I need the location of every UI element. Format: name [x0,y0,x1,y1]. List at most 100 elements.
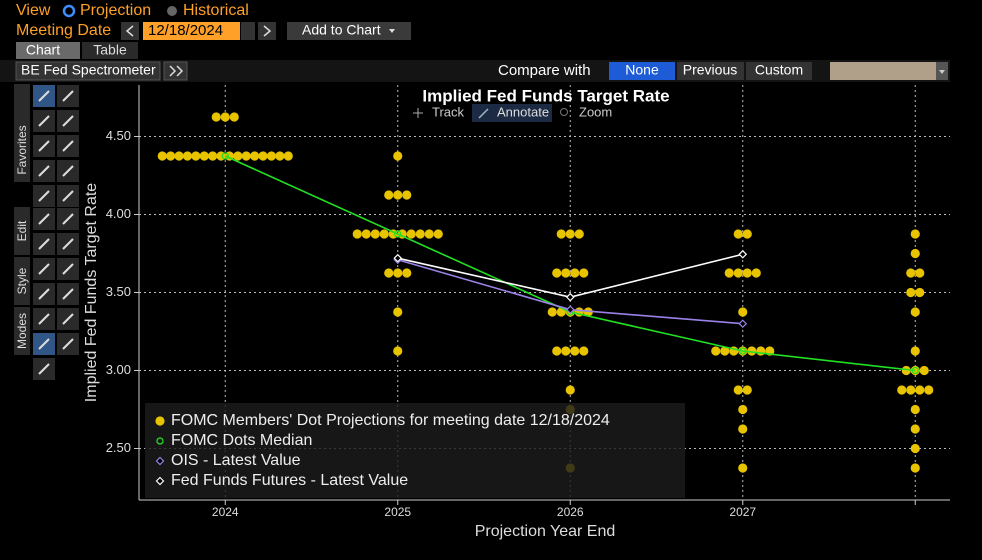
dot [393,307,403,317]
compare-option[interactable]: Custom [755,62,803,78]
dot [924,385,934,395]
projection-option[interactable]: Projection [80,2,151,19]
dot [738,424,748,434]
custom-field[interactable] [830,62,936,80]
meeting-date[interactable]: 12/18/2024 [148,22,223,39]
dot [742,385,752,395]
tool-icon [62,190,74,202]
legend-marker [156,437,164,445]
y-tick-label: 3.00 [106,362,131,377]
legend-entry: Fed Funds Futures - Latest Value [171,472,408,489]
side-section [14,307,30,355]
prev-arrow [125,25,134,37]
dot [229,112,239,122]
dot [738,307,748,317]
expand-arrows [169,65,184,77]
annotate-icon [478,108,489,119]
dot [424,229,434,239]
dot [910,307,920,317]
x-tick-label: 2025 [384,505,411,519]
chart-tool[interactable]: Zoom [579,104,612,119]
radio-projection[interactable] [62,4,76,18]
point-marker [394,230,402,238]
x-tick-label: 2027 [729,505,756,519]
add-to-chart-label[interactable]: Add to Chart [302,22,381,38]
dot [182,151,193,161]
tab-table[interactable] [82,42,138,59]
dot [915,287,925,298]
dot [220,112,230,122]
dropdown-arrow [389,29,395,33]
dot [906,287,916,298]
next-button[interactable] [258,22,276,40]
annotate-button[interactable] [472,104,552,122]
side-label: Modes [15,313,29,349]
dot [906,268,916,278]
tab-chart[interactable] [16,42,80,59]
dot [552,268,562,278]
dot [720,346,730,356]
dot [579,346,589,356]
compare-custom[interactable] [746,62,812,80]
dot [565,229,575,239]
dot [233,151,243,161]
date-field[interactable] [143,22,240,40]
dot [742,229,752,239]
y-tick-label: 4.00 [106,206,131,221]
dot [915,268,925,278]
add-to-chart-button[interactable] [287,22,411,40]
dot [910,248,920,259]
track-icon [413,108,423,118]
tool-icon [38,338,50,350]
y-tick-label: 2.50 [106,440,131,455]
legend-marker [155,416,165,426]
compare-option[interactable]: Previous [683,62,737,78]
meeting-date-label: Meeting Date [16,22,111,39]
dot [379,229,389,239]
x-tick-label: 2024 [212,505,239,519]
plot-area: 2.50 3.00 3.50 4.00 4.50 2024 2025 2026 2027 Impl… [83,85,950,540]
dot [384,268,394,278]
dot [910,229,920,239]
zoom-icon [560,108,568,116]
tab-label[interactable]: Table [93,42,127,58]
dot [552,346,562,356]
date-dropdown[interactable] [241,22,255,40]
compare-option[interactable]: None [625,62,659,78]
tool-icon [38,238,50,250]
dot [910,463,920,473]
chart-tool[interactable]: Annotate [497,104,549,119]
tool-icon [38,165,50,177]
point-marker [738,319,748,329]
compare-none[interactable] [609,62,675,80]
dot [733,229,743,239]
y-tick-label: 4.50 [106,128,131,143]
dot [570,346,580,356]
chart-title: Implied Fed Funds Target Rate [422,86,669,105]
chart-tool[interactable]: Track [432,104,465,119]
dot [756,346,766,356]
dot [897,385,907,395]
prev-button[interactable] [121,22,139,40]
y-tick-label: 3.50 [106,284,131,299]
dot [370,229,380,239]
tab-label[interactable]: Chart [26,42,60,58]
dot [747,346,757,356]
historical-option[interactable]: Historical [183,2,249,19]
function-name-box[interactable] [15,61,161,81]
tool-icon [62,238,74,250]
tool-icon [38,288,50,300]
side-section [14,84,30,182]
compare-previous[interactable] [677,62,744,80]
dot [751,268,761,278]
radio-historical[interactable] [167,6,177,16]
dot [393,151,403,161]
dot [258,151,268,161]
function-name[interactable]: BE Fed Spectrometer [21,62,156,78]
dot [742,268,752,278]
dot [919,365,929,376]
tool-icon [38,90,50,102]
dot [402,190,412,200]
side-label: Style [15,267,29,294]
y-axis-label: Implied Fed Funds Target Rate [83,183,100,402]
